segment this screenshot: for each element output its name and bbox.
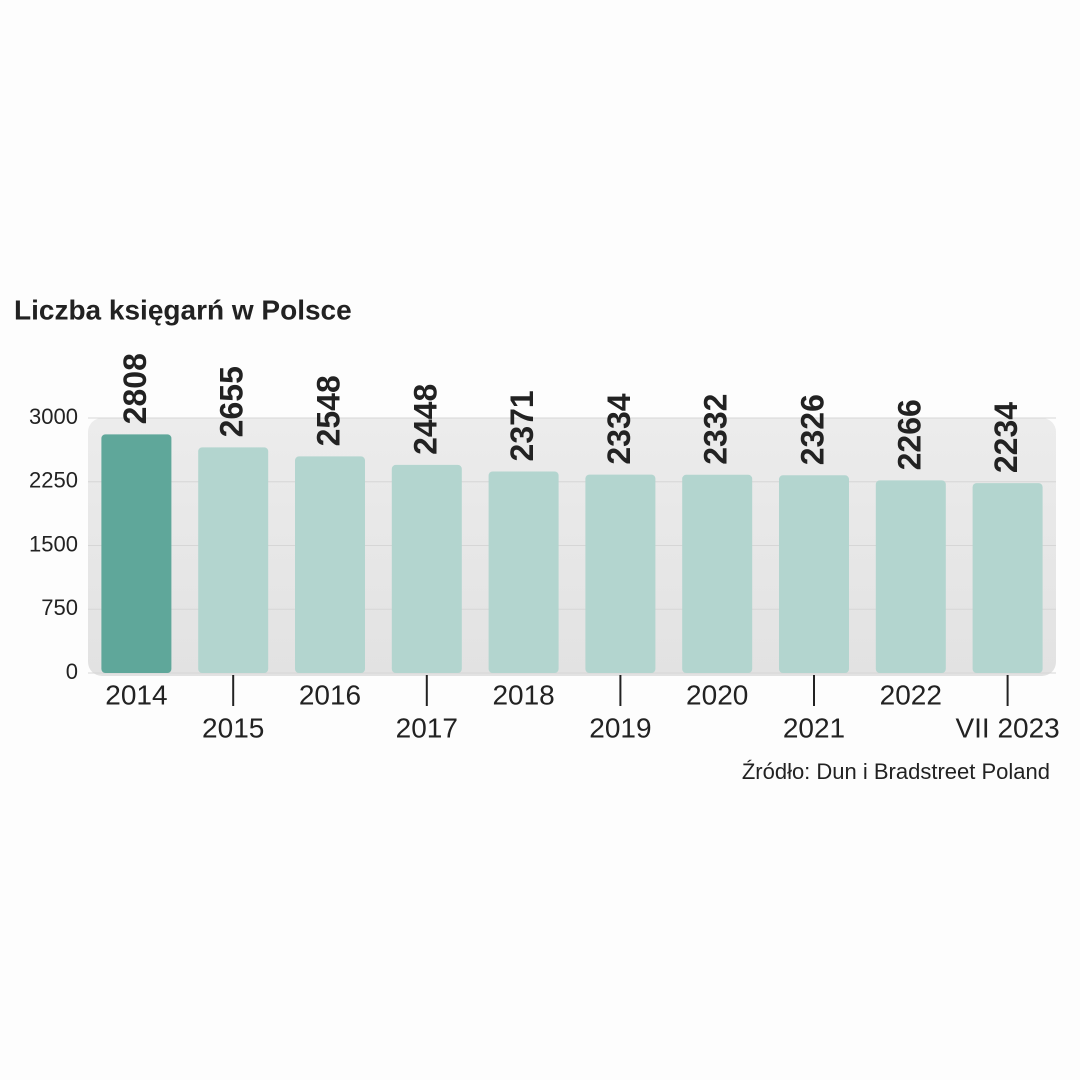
bar	[488, 471, 559, 673]
chart-title: Liczba księgarń w Polsce	[14, 294, 352, 325]
source-note: Źródło: Dun i Bradstreet Poland	[742, 759, 1050, 784]
x-tick-label: 2017	[396, 712, 458, 743]
value-label: 2655	[214, 366, 250, 437]
bar	[198, 447, 269, 673]
x-tick-label: 2016	[299, 679, 361, 710]
value-label: 2448	[407, 384, 443, 455]
value-label: 2808	[117, 353, 153, 424]
x-tick-label: 2015	[202, 712, 264, 743]
value-label: 2326	[794, 394, 830, 465]
bar	[682, 474, 753, 673]
value-label: 2266	[891, 399, 927, 470]
bar	[972, 483, 1043, 673]
value-label: 2234	[988, 402, 1024, 473]
y-tick-label: 2250	[29, 468, 78, 493]
bar	[295, 456, 365, 673]
y-tick-label: 1500	[29, 531, 78, 556]
value-label: 2548	[310, 375, 346, 446]
x-tick-label: 2020	[686, 679, 748, 710]
bar	[875, 480, 946, 673]
value-label: 2334	[601, 393, 637, 464]
x-tick-label: 2018	[492, 679, 554, 710]
x-tick-label: 2021	[783, 712, 845, 743]
bar	[779, 475, 849, 673]
x-tick-label: 2019	[589, 712, 651, 743]
bar	[585, 474, 656, 673]
value-label: 2332	[698, 394, 734, 465]
y-tick-label: 0	[66, 659, 78, 684]
x-tick-label: 2014	[105, 679, 167, 710]
bar	[101, 434, 172, 673]
bar	[391, 464, 462, 673]
y-tick-label: 750	[41, 595, 78, 620]
x-tick-label: 2022	[880, 679, 942, 710]
x-tick-label: VII 2023	[955, 712, 1059, 743]
y-tick-label: 3000	[29, 404, 78, 429]
value-label: 2371	[504, 390, 540, 461]
